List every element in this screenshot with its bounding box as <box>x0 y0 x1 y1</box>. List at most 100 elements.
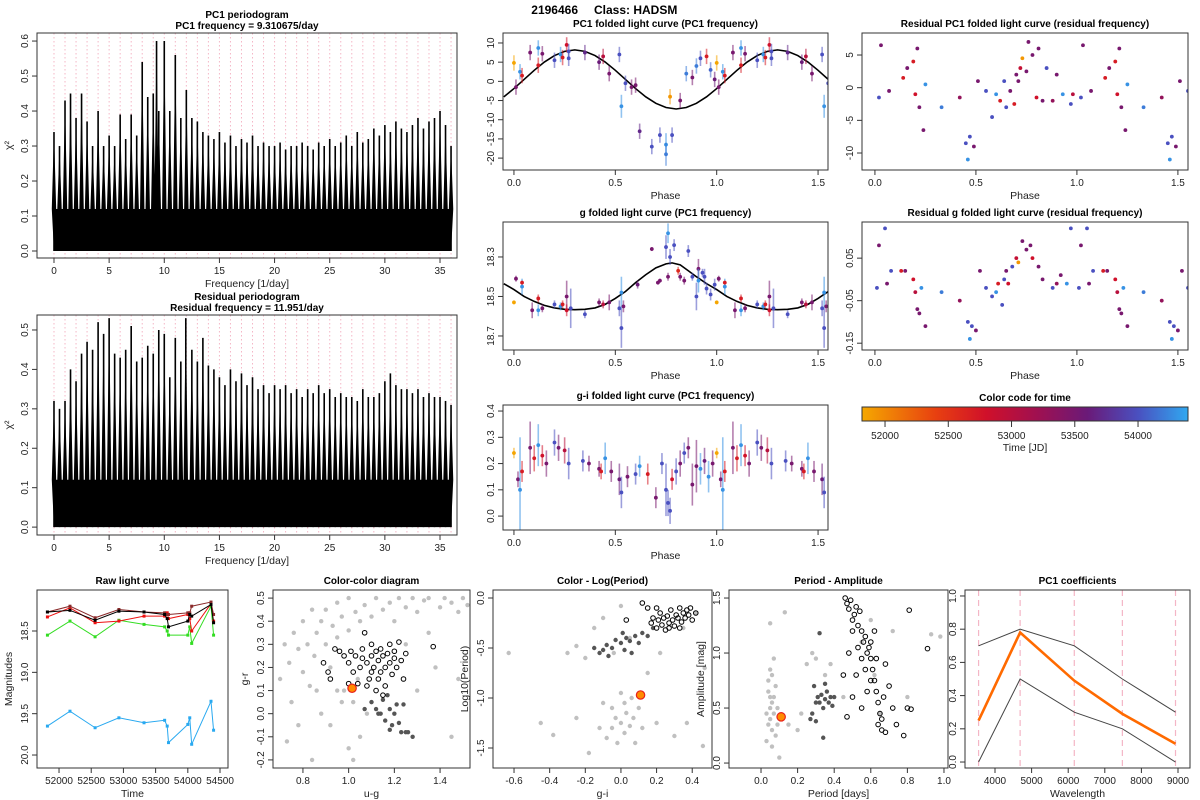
reference-point <box>583 655 588 661</box>
y-tick-label: -0.2 <box>256 751 267 769</box>
reference-point <box>769 727 775 733</box>
data-point <box>552 58 557 63</box>
open-point <box>377 669 384 675</box>
class-point <box>401 702 406 707</box>
data-point <box>911 277 916 282</box>
open-point <box>361 629 368 636</box>
y-tick-label: 0.1 <box>20 209 31 223</box>
x-axis-label: Phase <box>651 550 681 562</box>
reference-point <box>795 727 800 733</box>
data-point <box>1107 66 1112 70</box>
open-point <box>671 623 678 629</box>
data-point <box>619 490 624 495</box>
reference-point <box>449 600 454 605</box>
open-point <box>398 657 405 664</box>
open-point <box>393 664 400 671</box>
light-curve-point <box>188 617 192 621</box>
data-point <box>996 281 1001 286</box>
x-tick-label: 15 <box>214 543 226 554</box>
data-point <box>694 294 699 299</box>
chart-title: Residual periodogram <box>194 292 300 303</box>
reference-point <box>403 605 408 610</box>
reference-point <box>314 630 319 635</box>
x-tick-label: 20 <box>269 543 281 554</box>
data-point <box>789 461 794 466</box>
reference-point <box>373 595 379 601</box>
data-point <box>785 312 790 317</box>
open-point <box>352 653 359 659</box>
y-tick-label: 0.2 <box>20 441 31 455</box>
data-point <box>704 286 709 291</box>
reference-point <box>323 642 328 647</box>
reference-point <box>645 670 650 676</box>
light-curve-point <box>163 718 167 722</box>
class-point <box>821 735 826 740</box>
data-point <box>698 466 703 471</box>
open-point <box>862 633 869 640</box>
reference-point <box>767 716 773 722</box>
data-point <box>810 71 814 76</box>
data-point <box>670 477 674 482</box>
data-point <box>801 469 806 474</box>
x-tick-label: 4000 <box>984 776 1007 787</box>
reference-point <box>328 723 333 728</box>
open-point <box>668 607 674 613</box>
data-point <box>617 306 622 311</box>
y-axis-label: Log10(Period) <box>459 646 471 713</box>
open-point <box>875 699 881 706</box>
y-tick-label: 0.2 <box>486 456 497 470</box>
reference-point <box>771 694 777 700</box>
y-tick-label: -5 <box>486 96 497 105</box>
y-tick-label: 0.4 <box>20 104 31 118</box>
reference-point <box>456 609 461 615</box>
light-curve-point <box>93 618 97 622</box>
data-point <box>583 312 587 317</box>
reference-point <box>632 740 638 746</box>
light-curve-point <box>45 633 49 637</box>
reference-point <box>767 621 773 626</box>
y-tick-label: 0.8 <box>948 622 959 636</box>
y-tick-label: 0.0 <box>256 706 267 720</box>
open-point <box>644 605 651 611</box>
data-point <box>921 128 926 133</box>
data-point <box>1180 269 1184 273</box>
data-point <box>623 81 628 86</box>
data-point <box>536 443 541 448</box>
data-point <box>1117 46 1122 51</box>
reference-point <box>586 750 592 756</box>
open-point <box>623 617 630 623</box>
plot-area <box>977 590 1177 768</box>
reference-point <box>396 595 402 601</box>
reference-point <box>410 595 415 601</box>
x-tick-label: 25 <box>324 543 336 554</box>
data-point <box>822 326 827 330</box>
light-curve-point <box>188 612 192 616</box>
data-point <box>965 320 970 324</box>
data-point <box>512 61 516 65</box>
open-point <box>678 619 685 625</box>
reference-point <box>335 635 340 640</box>
x-tick-label: 0.5 <box>608 178 622 189</box>
open-point <box>862 666 869 673</box>
reference-point <box>456 676 461 682</box>
class-point <box>627 638 633 644</box>
y-tick-label: 0.3 <box>486 430 497 444</box>
panel-pc1-coefficients: PC1 coefficients 4000 5000 6000 7000 8000 9000… <box>948 576 1191 800</box>
open-point <box>866 644 872 651</box>
class-point <box>817 700 822 705</box>
data-point <box>1026 40 1031 44</box>
data-point <box>716 85 721 90</box>
pc1-upper-line <box>978 628 1176 713</box>
data-point <box>822 490 827 495</box>
light-curve-point <box>163 625 167 629</box>
reference-point <box>771 711 777 716</box>
y-tick-label: 5 <box>486 59 497 65</box>
reference-point <box>868 617 873 623</box>
y-tick-label: 10 <box>486 37 497 49</box>
open-point <box>880 694 887 700</box>
data-point <box>637 464 642 469</box>
data-point <box>560 302 565 307</box>
open-point <box>858 655 865 662</box>
open-point <box>368 653 375 659</box>
data-point <box>568 306 573 311</box>
